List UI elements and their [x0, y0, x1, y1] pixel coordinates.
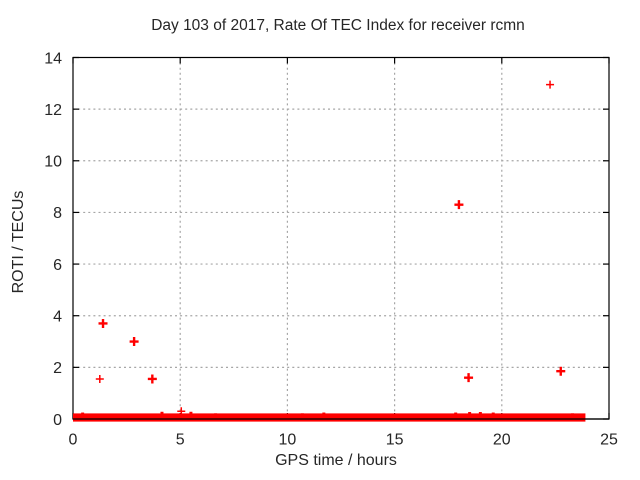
data-point-marker: [464, 373, 474, 383]
zero-band-bump: [571, 413, 575, 415]
data-point-marker: [98, 318, 108, 328]
zero-band-bump: [189, 411, 193, 415]
y-tick-label: 12: [44, 102, 62, 119]
y-tick-label: 6: [53, 257, 62, 274]
zero-roti-band: [73, 413, 586, 422]
zero-band-bump: [478, 412, 482, 415]
y-tick-label: 8: [53, 205, 62, 222]
zero-band-bump: [300, 413, 304, 415]
y-tick-label: 0: [53, 412, 62, 429]
data-point-marker: [95, 374, 104, 383]
y-tick-label: 10: [44, 154, 62, 171]
zero-band-bump: [81, 412, 85, 415]
zero-band-bump: [454, 412, 458, 415]
data-point-marker: [177, 407, 186, 416]
x-tick-label: 10: [279, 432, 297, 449]
data-point-marker: [454, 200, 464, 210]
zero-band-bump: [491, 412, 495, 415]
zero-band-bump: [322, 412, 326, 415]
y-axis-label: ROTI / TECUs: [10, 190, 27, 294]
zero-band-bump: [528, 413, 532, 415]
x-axis-label: GPS time / hours: [275, 452, 397, 469]
plot-border: [72, 56, 610, 420]
y-tick-label: 14: [44, 50, 62, 67]
x-tick-label: 25: [600, 432, 618, 449]
y-tick-label: 4: [53, 309, 62, 326]
x-tick-label: 0: [69, 432, 78, 449]
data-point-marker: [129, 337, 139, 347]
data-point-marker: [556, 366, 566, 376]
chart-title: Day 103 of 2017, Rate Of TEC Index for r…: [151, 17, 525, 34]
zero-band-bump: [214, 413, 218, 415]
x-tick-label: 5: [176, 432, 185, 449]
x-tick-label: 20: [493, 432, 511, 449]
data-point-marker: [546, 80, 555, 89]
y-tick-label: 2: [53, 360, 62, 377]
zero-band-bump: [160, 411, 164, 415]
x-tick-label: 15: [386, 432, 404, 449]
zero-band-bump: [468, 412, 472, 415]
data-point-marker: [147, 374, 157, 384]
